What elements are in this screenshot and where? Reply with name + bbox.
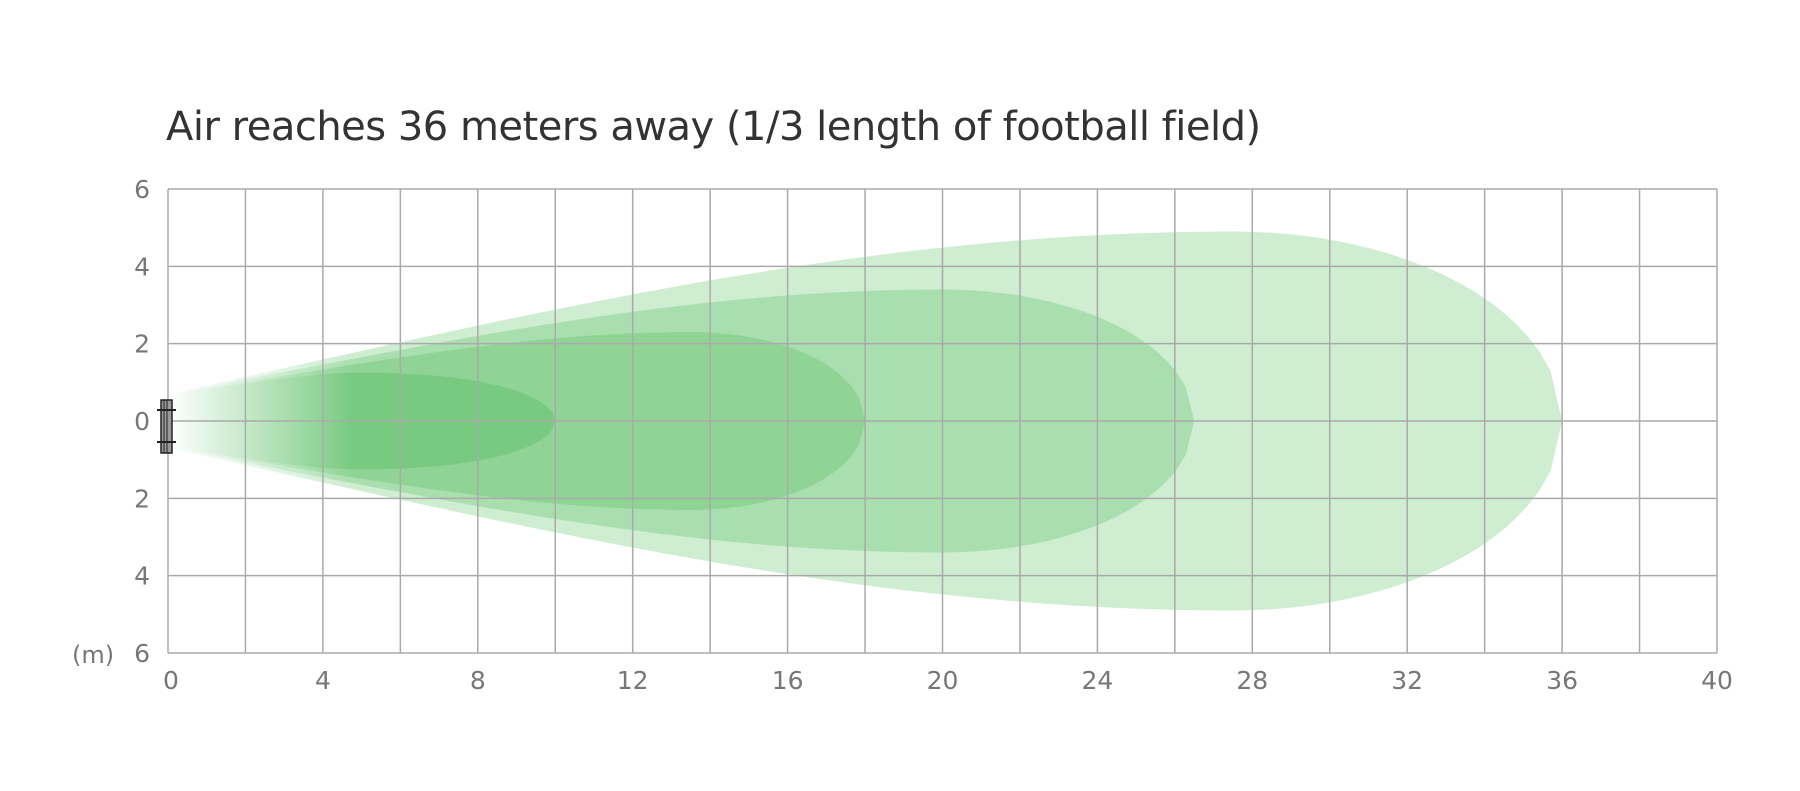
unit-label: (m) [72, 641, 114, 669]
y-tick-label: 6 [134, 175, 150, 204]
y-tick-label: 0 [134, 407, 150, 436]
grid [167, 188, 1718, 654]
x-tick-label: 4 [315, 666, 331, 695]
x-tick-label: 12 [617, 666, 649, 695]
x-tick-label: 24 [1081, 666, 1113, 695]
y-tick-label: 4 [134, 562, 150, 591]
x-tick-label: 16 [772, 666, 804, 695]
x-tick-label: 20 [927, 666, 959, 695]
x-tick-label: 32 [1391, 666, 1423, 695]
fan-unit-icon [157, 399, 176, 454]
y-tick-label: 2 [134, 484, 150, 513]
x-tick-label: 0 [163, 666, 179, 695]
x-tick-label: 36 [1546, 666, 1578, 695]
x-tick-label: 8 [470, 666, 486, 695]
x-tick-label: 28 [1236, 666, 1268, 695]
y-tick-label: 4 [134, 252, 150, 281]
chart-title: Air reaches 36 meters away (1/3 length o… [166, 104, 1261, 150]
y-tick-label: 6 [134, 639, 150, 668]
y-tick-label: 2 [134, 330, 150, 359]
x-tick-label: 40 [1701, 666, 1733, 695]
